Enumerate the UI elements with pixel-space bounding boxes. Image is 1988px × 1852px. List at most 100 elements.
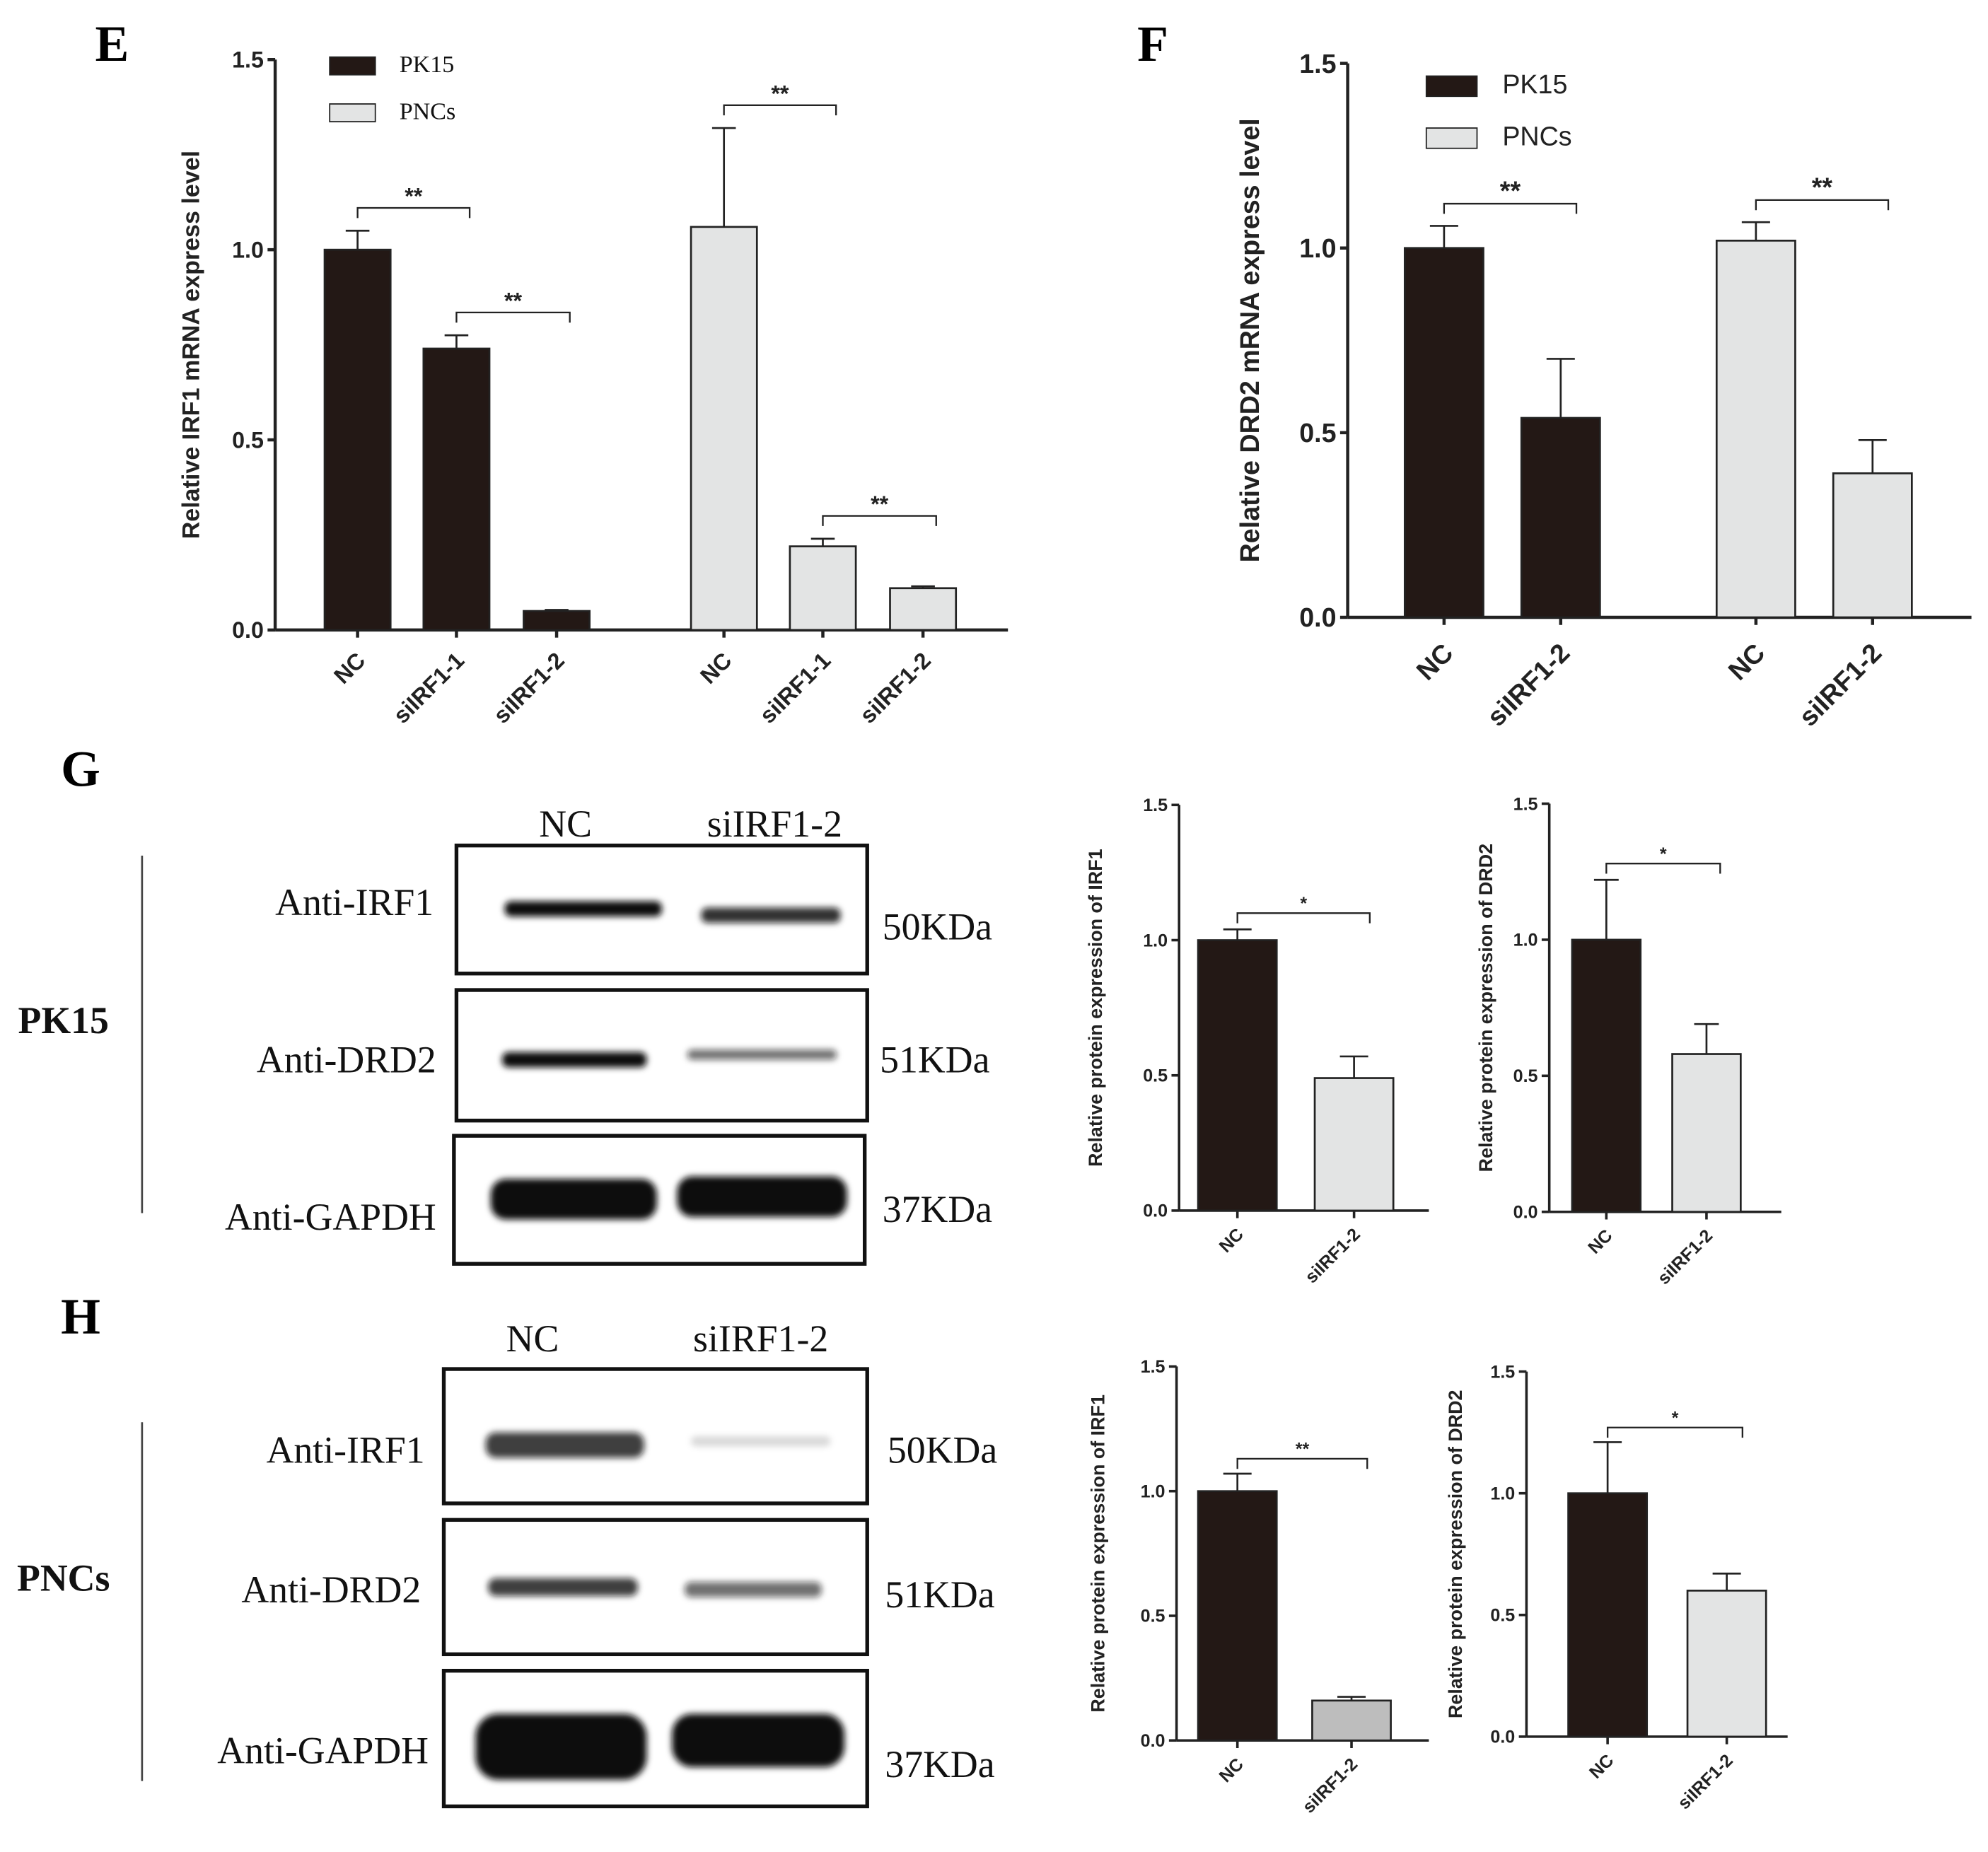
x-tick-label: siIRF1-2 — [1299, 1754, 1362, 1817]
antibody-label: Anti-GAPDH — [217, 1730, 429, 1772]
bar — [1671, 1053, 1742, 1213]
size-label: 37KDa — [885, 1743, 994, 1786]
antibody-label: Anti-DRD2 — [257, 1039, 436, 1081]
antibody-label: Anti-GAPDH — [225, 1196, 436, 1238]
bar — [1686, 1590, 1767, 1738]
chart: 0.0 0.5 1.0 1.5 Relative protein expression … — [1445, 1362, 1788, 1813]
bar — [1715, 239, 1796, 619]
significance-label: ** — [871, 491, 889, 517]
y-tick-label: 0.0 — [1490, 1728, 1515, 1747]
significance-label: ** — [405, 184, 423, 209]
y-axis-title: Relative IRF1 mRNA express level — [178, 151, 205, 539]
y-axis-title: Relative protein expression of IRF1 — [1087, 1394, 1108, 1713]
significance-label: * — [1672, 1408, 1679, 1428]
bar — [1520, 417, 1601, 619]
significance-bracket — [1236, 912, 1371, 924]
y-tick-label: 0.5 — [232, 427, 264, 453]
x-tick-label: NC — [1216, 1754, 1248, 1786]
y-tick-label: 1.0 — [1513, 931, 1538, 950]
bar — [1313, 1077, 1395, 1212]
bar — [1403, 247, 1484, 619]
lane-label: siIRF1-2 — [693, 1317, 828, 1360]
size-label: 51KDa — [885, 1573, 994, 1616]
y-tick-label: 0.5 — [1513, 1066, 1538, 1086]
legend-label: PNCs — [1502, 121, 1571, 151]
x-tick-label: NC — [1722, 638, 1770, 686]
significance-bracket — [455, 311, 571, 323]
antibody-label: Anti-IRF1 — [267, 1429, 425, 1472]
chart: 0.0 0.5 1.0 1.5 Relative IRF1 mRNA express l… — [178, 47, 1008, 728]
x-tick-label: NC — [1586, 1750, 1617, 1782]
x-tick-label: NC — [1410, 638, 1458, 686]
x-tick-label: siIRF1-2 — [1653, 1225, 1716, 1288]
y-tick-label: 0.0 — [232, 617, 264, 643]
bands — [475, 1432, 844, 1780]
bar — [1567, 1492, 1649, 1738]
bar — [1197, 939, 1278, 1212]
y-tick-label: 1.0 — [1141, 1481, 1166, 1501]
y-axis-title: Relative protein expression of DRD2 — [1475, 844, 1496, 1172]
y-tick-label: 1.5 — [1513, 794, 1538, 814]
bands — [490, 901, 847, 1220]
bar — [690, 226, 758, 631]
panel-letter: H — [61, 1288, 100, 1345]
significance-label: * — [1300, 894, 1307, 914]
y-tick-label: 0.0 — [1141, 1731, 1166, 1751]
bar — [1197, 1490, 1278, 1742]
legend-label: PK15 — [1502, 69, 1567, 99]
y-tick-label: 1.0 — [1490, 1484, 1515, 1503]
y-tick-label: 1.5 — [1299, 49, 1336, 78]
x-tick-label: siIRF1-2 — [1301, 1225, 1364, 1288]
x-tick-label: siIRF1-2 — [1674, 1750, 1737, 1813]
legend-swatch — [1425, 75, 1478, 98]
y-tick-label: 0.0 — [1299, 602, 1336, 632]
significance-bracket — [1236, 1457, 1368, 1469]
antibody-label: Anti-IRF1 — [275, 881, 434, 924]
size-label: 50KDa — [888, 1429, 997, 1472]
y-tick-label: 1.0 — [232, 237, 264, 262]
size-label: 37KDa — [883, 1188, 992, 1230]
y-axis-title: Relative DRD2 mRNA express level — [1235, 118, 1265, 562]
bar — [523, 610, 591, 631]
legend-label: PK15 — [400, 52, 455, 78]
bar — [1571, 938, 1642, 1213]
y-tick-label: 1.5 — [1490, 1362, 1515, 1382]
chart: 0.0 0.5 1.0 1.5 Relative protein expression … — [1087, 1357, 1429, 1817]
significance-label: ** — [504, 289, 523, 314]
x-tick-label: siIRF1-2 — [855, 648, 936, 728]
lane-label: NC — [539, 803, 592, 845]
bar — [323, 248, 392, 631]
significance-label: ** — [1500, 176, 1521, 206]
y-tick-label: 0.5 — [1141, 1607, 1166, 1626]
x-tick-label: NC — [695, 648, 736, 689]
chart: 0.0 0.5 1.0 1.5 Relative protein expression … — [1475, 794, 1781, 1288]
significance-bracket — [723, 104, 837, 116]
significance-bracket — [822, 515, 937, 526]
panel-letter: G — [61, 740, 100, 797]
significance-label: ** — [1296, 1439, 1310, 1459]
y-tick-label: 1.0 — [1143, 931, 1168, 950]
y-tick-label: 0.5 — [1143, 1066, 1168, 1086]
significance-bracket — [1606, 1426, 1744, 1438]
y-tick-label: 0.0 — [1143, 1201, 1168, 1221]
bar — [1832, 472, 1913, 619]
x-tick-label: NC — [1584, 1225, 1616, 1257]
significance-label: * — [1660, 844, 1667, 864]
chart: 0.0 0.5 1.0 1.5 Relative DRD2 mRNA express l… — [1235, 49, 1972, 732]
significance-bracket — [1443, 202, 1578, 214]
significance-bracket — [356, 206, 471, 219]
significance-bracket — [1605, 863, 1721, 874]
panel-letter: F — [1137, 16, 1168, 72]
y-tick-label: 1.5 — [1141, 1357, 1166, 1377]
y-tick-label: 1.5 — [232, 47, 264, 73]
size-label: 51KDa — [880, 1039, 989, 1081]
legend-swatch — [329, 103, 376, 122]
bar — [1311, 1699, 1392, 1742]
x-tick-label: NC — [1216, 1225, 1248, 1257]
y-axis-title: Relative protein expression of IRF1 — [1085, 849, 1106, 1167]
y-tick-label: 1.5 — [1143, 796, 1168, 815]
cell-label: PK15 — [18, 999, 109, 1042]
significance-label: ** — [1812, 172, 1833, 202]
bar — [889, 587, 958, 631]
cell-label: PNCs — [17, 1557, 110, 1600]
